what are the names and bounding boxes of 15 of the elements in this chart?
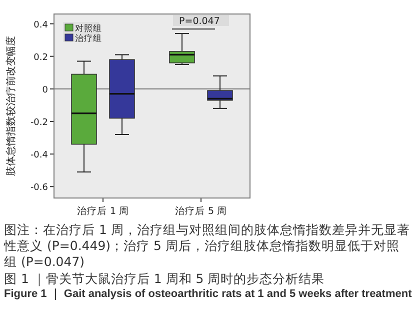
caption: 图 1 ｜骨关节大鼠治疗后 1 周和 5 周时的步态分析结果 (4, 270, 326, 287)
x-tick-label: 治疗后 5 周 (174, 205, 228, 217)
legend-label: 治疗组 (75, 33, 102, 44)
y-axis-title: 肢体怠惰指数较治疗前改变幅度 (5, 36, 17, 176)
y-tick-label: 0.2 (34, 52, 48, 63)
legend-label: 对照组 (75, 23, 102, 34)
text: 图注：在治疗后 1 周，治疗组与对照组间的肢体怠惰指数差异并无显著性意义 (P=0.449)；治疗 5 周后，治疗组肢体怠惰指数明显低于对照组 (P=0.047) (4, 222, 411, 270)
y-tick-label: -0.6 (30, 183, 48, 194)
annotation: P=0.047 (179, 16, 220, 27)
y-tick-label: 0.4 (34, 20, 48, 30)
y-tick-label: -0.2 (30, 118, 48, 128)
y-tick-label: 0 (42, 85, 48, 96)
x-tick-label: 治疗后 1 周 (76, 205, 130, 217)
y-tick-label: -0.4 (30, 150, 48, 161)
caption: Figure 1 ｜ Gait analysis of osteoarthritic rats at 1 and 5 weeks after treatment (4, 287, 412, 302)
